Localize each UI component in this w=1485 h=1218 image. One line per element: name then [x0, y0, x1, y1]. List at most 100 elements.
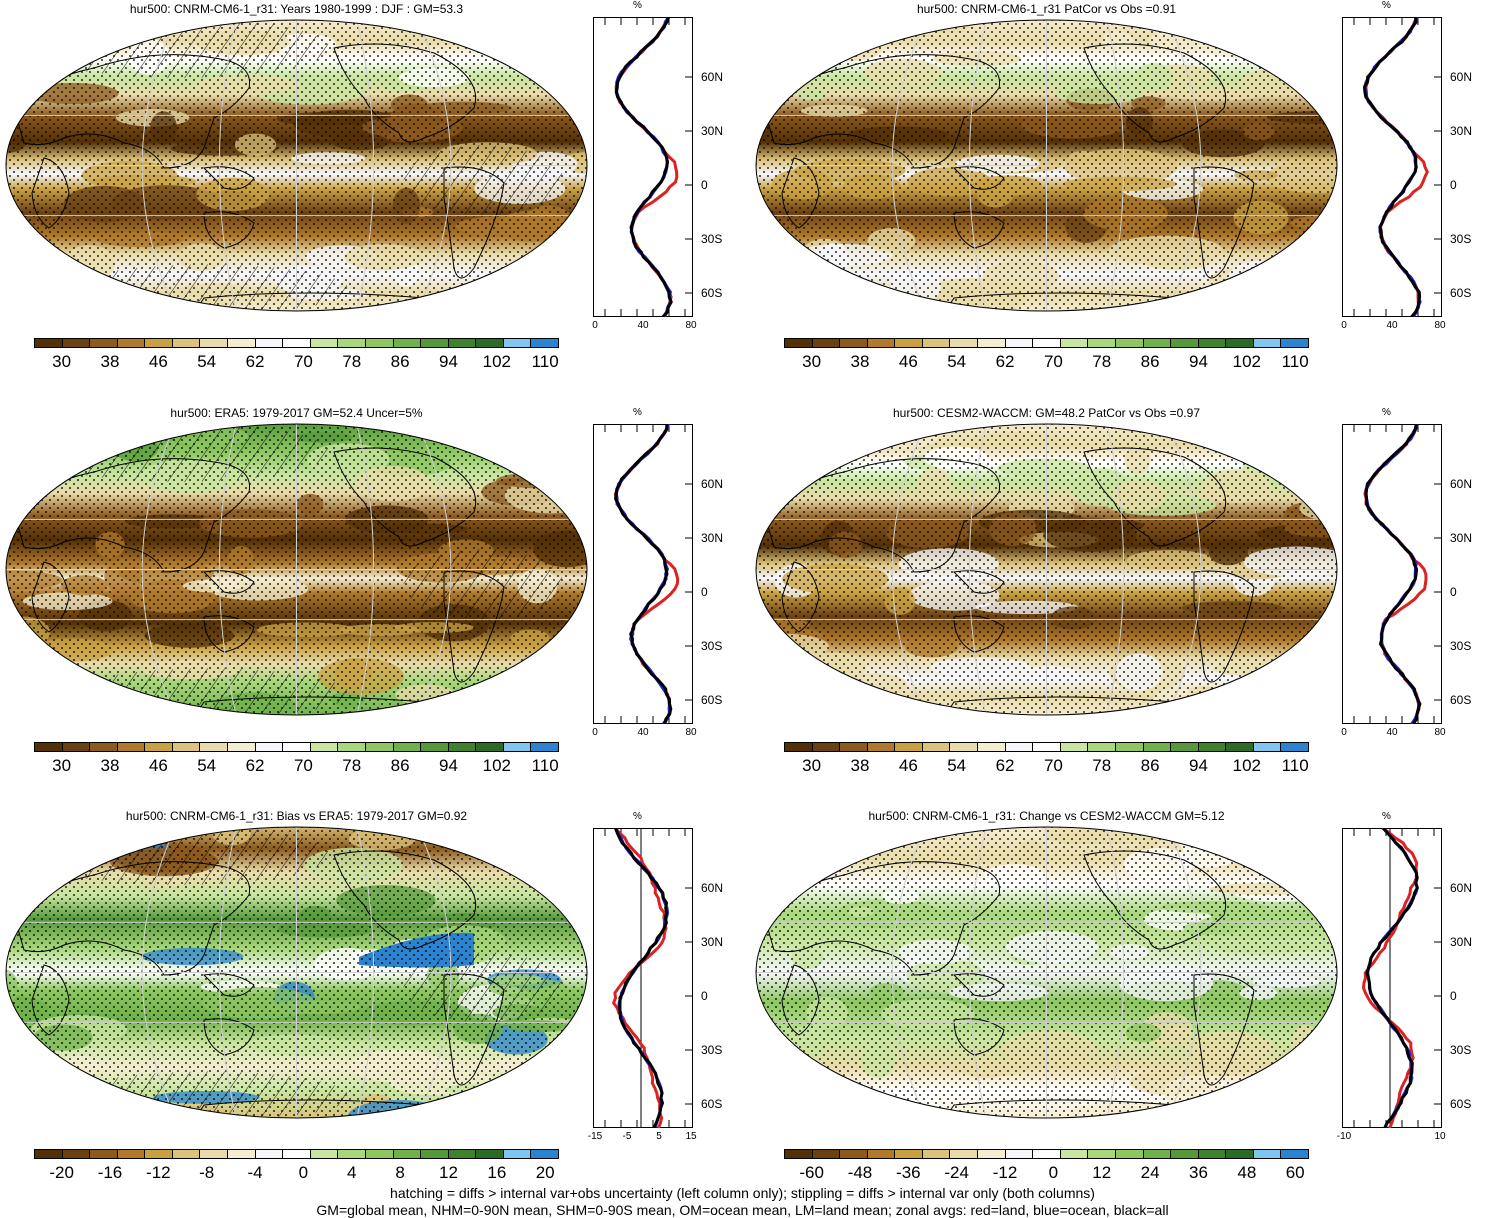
colorbar-swatch — [867, 339, 896, 347]
colorbar-swatch — [228, 1150, 256, 1158]
colorbar-tick-label: 70 — [293, 352, 313, 371]
zonal-lat-label: 60N — [1450, 477, 1473, 491]
zonal-mean-plot — [1342, 828, 1442, 1128]
colorbar-tick-label: 30 — [802, 352, 822, 371]
colorbar-swatch — [448, 339, 477, 347]
colorbar-tick-label: 78 — [342, 352, 362, 371]
colorbar-swatch — [421, 339, 449, 347]
zonal-lat-label: 0 — [1450, 585, 1457, 599]
colorbar-swatch — [840, 1150, 868, 1158]
colorbar-swatch — [200, 1150, 229, 1158]
world-map — [755, 423, 1338, 716]
colorbar-swatch — [812, 339, 841, 347]
zonal-x-tick-label: 0 — [592, 320, 598, 331]
colorbar-tick-label: 102 — [1232, 756, 1262, 775]
zonal-unit-label: % — [633, 0, 642, 11]
colorbar — [34, 1149, 559, 1159]
colorbar-swatch — [1171, 339, 1199, 347]
zonal-x-tick-label: 80 — [685, 727, 697, 738]
colorbar-swatch — [62, 743, 91, 751]
zonal-x-tick-label: 15 — [685, 1131, 697, 1142]
zonal-x-tick-label: 40 — [1386, 727, 1398, 738]
zonal-mean-plot — [1342, 424, 1442, 724]
world-map — [5, 826, 588, 1119]
colorbar-swatch — [393, 339, 422, 347]
colorbar-tick-label: 30 — [802, 756, 822, 775]
colorbar-swatch — [365, 1150, 394, 1158]
zonal-all-line — [614, 828, 669, 1128]
colorbar-swatch — [1143, 339, 1172, 347]
footer-note-hatching: hatching = diffs > internal var+obs unce… — [390, 1185, 1095, 1201]
colorbar-tick-label: 0 — [1048, 1163, 1059, 1182]
colorbar-swatch — [950, 743, 979, 751]
panel-title: hur500: CESM2-WACCM: GM=48.2 PatCor vs O… — [892, 406, 1200, 420]
colorbar-swatch — [228, 339, 256, 347]
colorbar-tick-label: 78 — [1092, 756, 1112, 775]
colorbar-tick-label: 102 — [482, 756, 512, 775]
colorbar-swatch — [476, 743, 504, 751]
zonal-x-tick-label: -15 — [587, 1131, 603, 1142]
colorbar-swatch — [448, 1150, 477, 1158]
colorbar-tick-label: 62 — [245, 756, 265, 775]
world-map — [755, 19, 1338, 312]
colorbar-swatch — [448, 743, 477, 751]
colorbar-swatch — [1005, 1150, 1034, 1158]
colorbar-tick-label: 70 — [1043, 352, 1063, 371]
colorbar-swatch — [365, 339, 394, 347]
colorbar-tick-label: -48 — [847, 1163, 873, 1182]
colorbar-swatch — [393, 743, 422, 751]
zonal-unit-label: % — [1382, 407, 1391, 418]
colorbar-swatch — [90, 743, 118, 751]
colorbar-swatch — [531, 743, 558, 751]
colorbar-tick-label: 78 — [1092, 352, 1112, 371]
zonal-lat-label: 30N — [701, 531, 724, 545]
colorbar-tick-label: -12 — [146, 1163, 171, 1182]
colorbar-tick-label: -12 — [992, 1163, 1018, 1182]
colorbar-swatch — [283, 339, 311, 347]
colorbar-tick-label: -8 — [199, 1163, 215, 1182]
zonal-mean-plot — [593, 17, 693, 317]
colorbar-swatch — [1060, 339, 1089, 347]
colorbar-swatch — [785, 743, 813, 751]
colorbar-swatch — [200, 339, 229, 347]
panel-title: hur500: CNRM-CM6-1_r31 PatCor vs Obs =0.… — [916, 2, 1177, 16]
colorbar-tick-label: 102 — [1232, 352, 1262, 371]
zonal-lat-label: 0 — [701, 178, 708, 192]
colorbar-swatch — [1226, 743, 1254, 751]
colorbar-swatch — [228, 743, 256, 751]
colorbar-swatch — [867, 1150, 896, 1158]
colorbar-swatch — [90, 1150, 118, 1158]
graticule — [756, 827, 1337, 1118]
colorbar-swatch — [950, 339, 979, 347]
colorbar-swatch — [421, 743, 449, 751]
colorbar-swatch — [1143, 743, 1172, 751]
colorbar-swatch — [338, 743, 366, 751]
colorbar-tick-label: 38 — [850, 756, 870, 775]
zonal-x-tick-label: 0 — [1341, 727, 1347, 738]
colorbar-swatch — [145, 339, 173, 347]
colorbar-tick-label: -60 — [799, 1163, 824, 1182]
colorbar-swatch — [1088, 1150, 1116, 1158]
graticule — [6, 20, 587, 311]
zonal-lat-label: 60S — [701, 693, 723, 707]
colorbar-swatch — [867, 743, 896, 751]
colorbar-swatch — [365, 743, 394, 751]
map-field — [6, 827, 587, 1118]
colorbar-tick-label: 110 — [531, 756, 559, 775]
zonal-mean-plot — [1342, 17, 1442, 317]
colorbar-swatch — [62, 1150, 91, 1158]
colorbar-swatch — [1060, 1150, 1089, 1158]
graticule — [6, 424, 587, 715]
zonal-lat-label: 30S — [1450, 1043, 1472, 1057]
colorbar-swatch — [1281, 339, 1308, 347]
colorbar-tick-label: -36 — [896, 1163, 921, 1182]
colorbar-tick-label: 70 — [293, 756, 313, 775]
colorbar-swatch — [1115, 339, 1144, 347]
colorbar-swatch — [503, 339, 532, 347]
colorbar-swatch — [117, 1150, 146, 1158]
colorbar-swatch — [310, 743, 339, 751]
colorbar-swatch — [1060, 743, 1089, 751]
colorbar-swatch — [1115, 743, 1144, 751]
zonal-mean-plot — [593, 828, 693, 1128]
colorbar-tick-label: 110 — [1281, 352, 1309, 371]
